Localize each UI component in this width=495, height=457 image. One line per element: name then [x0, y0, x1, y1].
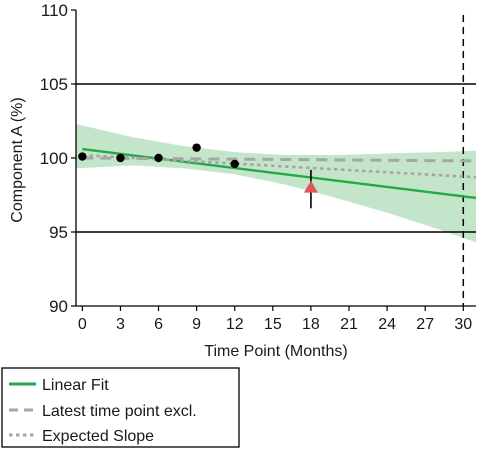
data-point	[78, 152, 87, 161]
x-tick-label: 3	[116, 316, 125, 333]
outlier-triangle-point	[303, 180, 318, 193]
linear-fit-line	[82, 147, 477, 200]
legend: Linear Fit Latest time point excl. Expec…	[1, 367, 240, 448]
y-tick-label: 90	[49, 297, 68, 316]
y-tick-label: 95	[49, 223, 68, 242]
x-tick-label: 12	[226, 316, 244, 333]
y-tick-label: 100	[40, 149, 68, 168]
y-axis-label: Component A (%)	[9, 97, 26, 222]
x-tick-label: 18	[302, 316, 320, 333]
legend-box	[1, 367, 240, 448]
axes-layer	[71, 9, 476, 311]
x-tick-label: 15	[264, 316, 282, 333]
data-points-layer	[78, 143, 318, 209]
x-axis-label: Time Point (Months)	[204, 343, 347, 360]
x-tick-label: 30	[454, 316, 472, 333]
x-tick-label: 0	[78, 316, 87, 333]
x-tick-label: 24	[378, 316, 396, 333]
data-point	[154, 153, 163, 163]
data-point	[192, 143, 201, 152]
x-tick-label: 21	[340, 316, 358, 333]
confidence-band-layer	[76, 123, 476, 243]
tick-labels-layer: 90 95 100 105 110 0 3 6 9 12 15 18 21 24 27 30	[40, 1, 473, 333]
legend-label-expected-slope: Expected Slope	[42, 428, 154, 445]
data-point	[116, 153, 125, 163]
x-tick-label: 9	[192, 316, 201, 333]
confidence-band	[76, 123, 476, 243]
latest-excluded-line	[82, 156, 477, 163]
y-tick-label: 110	[41, 1, 68, 20]
y-tick-label: 105	[40, 75, 68, 94]
data-point	[230, 159, 239, 169]
legend-label-linear-fit: Linear Fit	[42, 377, 109, 394]
x-tick-label: 27	[416, 316, 434, 333]
legend-label-latest-excluded: Latest time point excl.	[42, 403, 197, 420]
expected-slope-line	[82, 153, 477, 179]
x-tick-label: 6	[154, 316, 163, 333]
fit-lines-layer	[82, 147, 477, 200]
